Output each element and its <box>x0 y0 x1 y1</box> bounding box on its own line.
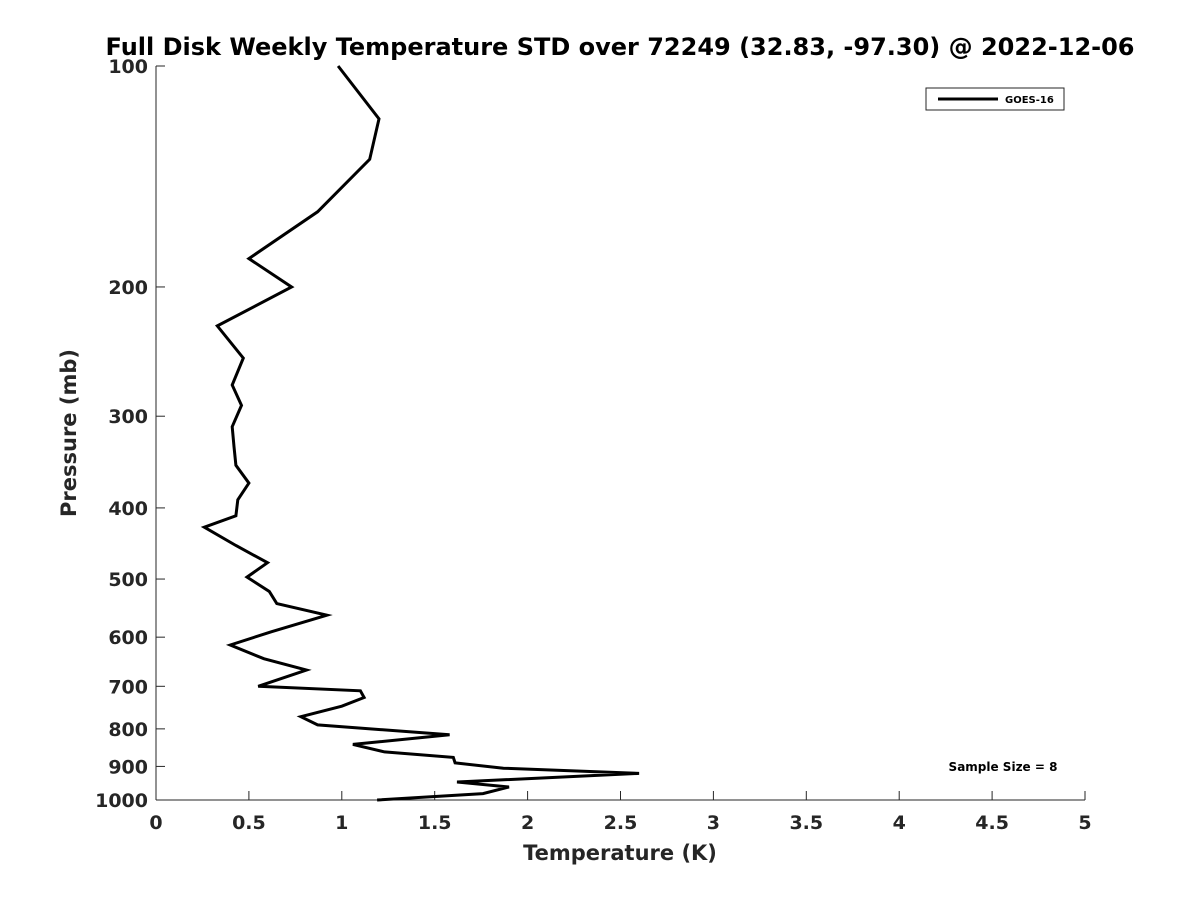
x-tick-label: 3 <box>707 812 720 834</box>
x-tick-label: 4.5 <box>975 812 1009 834</box>
y-tick-label: 800 <box>108 719 148 741</box>
x-tick-label: 2.5 <box>604 812 638 834</box>
series-line-goes-16 <box>200 65 640 802</box>
x-axis-label: Temperature (K) <box>523 841 717 865</box>
y-tick-label: 500 <box>108 569 148 591</box>
y-tick-label: 1000 <box>95 790 148 812</box>
plot-axes <box>155 66 1085 801</box>
sample-size-annotation: Sample Size = 8 <box>949 760 1058 774</box>
x-tick-label: 2 <box>521 812 534 834</box>
y-tick-label: 600 <box>108 627 148 649</box>
y-axis-ticks: 100 200 300 400 500 600 700 800 900 1000 <box>95 56 165 812</box>
y-axis-label: Pressure (mb) <box>57 349 81 517</box>
y-tick-label: 900 <box>108 756 148 778</box>
chart-title: Full Disk Weekly Temperature STD over 72… <box>106 33 1135 61</box>
legend-label-goes-16: GOES-16 <box>1005 95 1054 106</box>
x-axis-ticks: 0 0.5 1 1.5 2 2.5 3 3.5 4 4.5 5 <box>149 791 1092 834</box>
y-tick-label: 200 <box>108 277 148 299</box>
y-tick-label: 300 <box>108 406 148 428</box>
x-tick-label: 5 <box>1078 812 1091 834</box>
x-tick-label: 4 <box>893 812 906 834</box>
series-layer <box>200 65 640 802</box>
y-tick-label: 400 <box>108 498 148 520</box>
legend: GOES-16 <box>925 87 1065 111</box>
x-tick-label: 0 <box>149 812 162 834</box>
y-tick-label: 700 <box>108 676 148 698</box>
y-tick-label: 100 <box>108 56 148 78</box>
x-tick-label: 3.5 <box>789 812 823 834</box>
x-tick-label: 1.5 <box>418 812 452 834</box>
x-tick-label: 0.5 <box>232 812 266 834</box>
x-tick-label: 1 <box>335 812 348 834</box>
